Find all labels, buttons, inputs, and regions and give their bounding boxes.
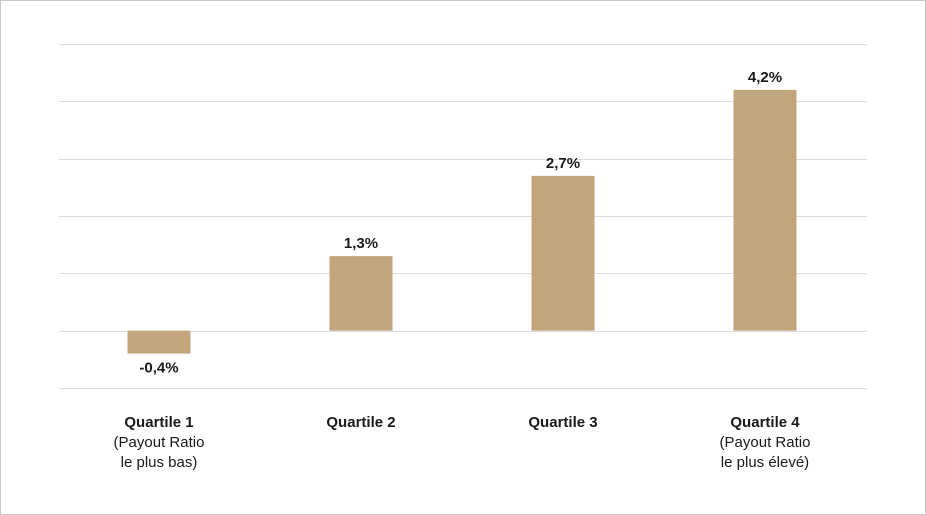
bar bbox=[127, 330, 191, 354]
data-label: 4,2% bbox=[748, 69, 782, 86]
category-sublabel: le plus élevé) bbox=[721, 454, 809, 471]
data-label: -0,4% bbox=[139, 360, 178, 377]
category-label: Quartile 2 bbox=[326, 414, 395, 431]
bar bbox=[531, 175, 595, 331]
category-label: Quartile 3 bbox=[528, 414, 597, 431]
category-sublabel: (Payout Ratio bbox=[114, 434, 205, 451]
data-label: 2,7% bbox=[546, 155, 580, 172]
bar bbox=[329, 256, 393, 331]
category-label: Quartile 4 bbox=[730, 414, 800, 431]
data-label: 1,3% bbox=[344, 235, 378, 252]
category-sublabel: le plus bas) bbox=[121, 454, 198, 471]
category-label: Quartile 1 bbox=[124, 414, 193, 431]
bar bbox=[733, 89, 797, 331]
category-sublabel: (Payout Ratio bbox=[720, 434, 811, 451]
